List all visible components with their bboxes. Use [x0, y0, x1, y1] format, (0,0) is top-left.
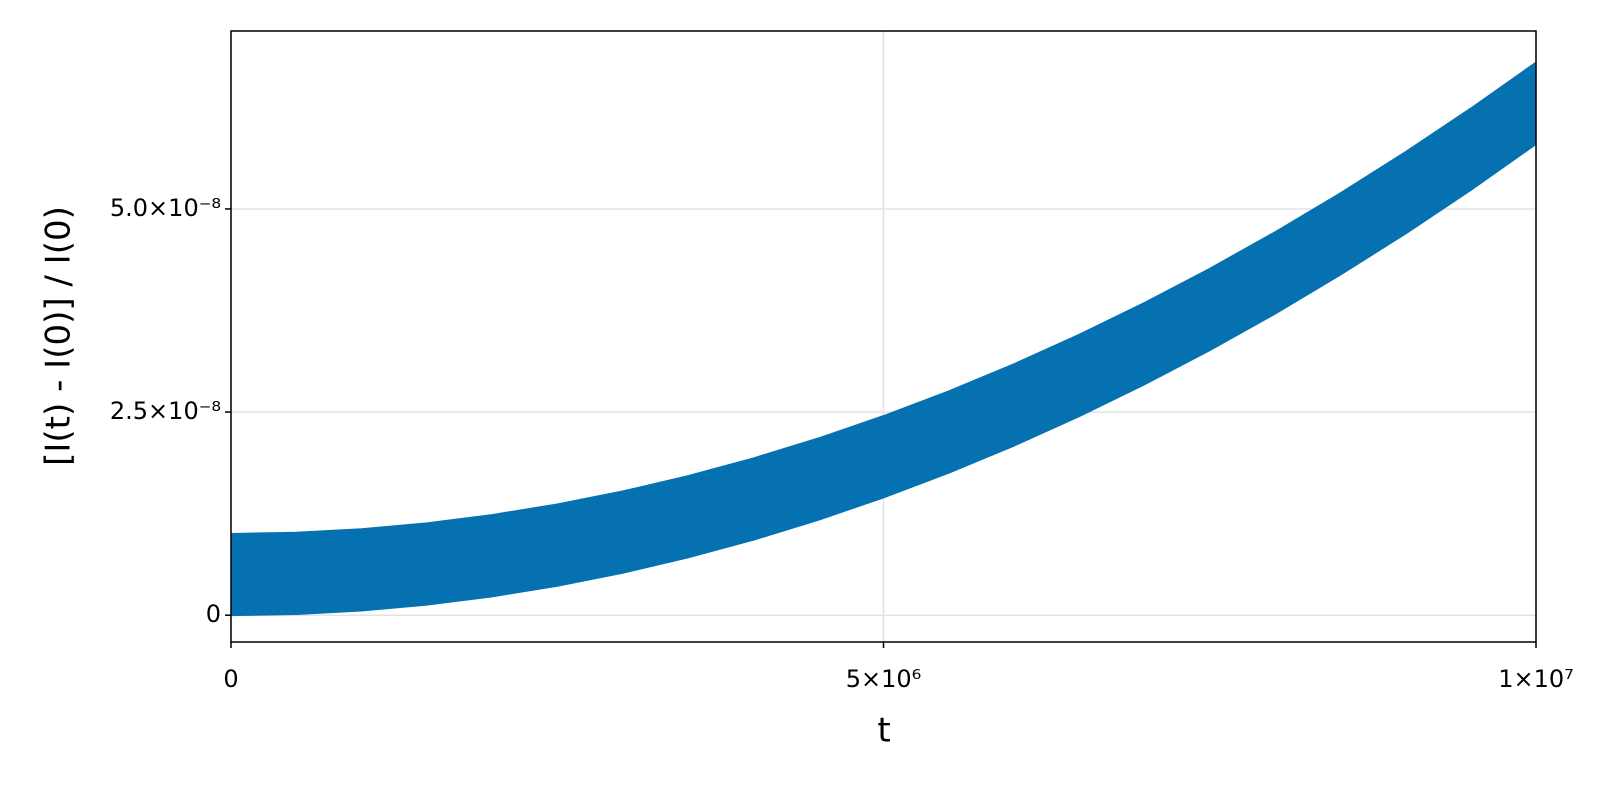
- y-tick-label: 0: [206, 600, 221, 628]
- x-tick-label: 1×10⁷: [1498, 665, 1574, 693]
- marks: [230, 61, 1537, 617]
- band-fill: [231, 62, 1536, 616]
- x-tick-label: 0: [223, 665, 238, 693]
- y-tick-label: 2.5×10⁻⁸: [110, 397, 221, 425]
- band-upper-edge: [230, 61, 1537, 535]
- y-axis-label: [I(t) - I(0)] / I(0): [39, 206, 79, 466]
- band-lower-edge: [230, 143, 1537, 617]
- x-tick-label: 5×10⁶: [846, 665, 922, 693]
- y-tick-label: 5.0×10⁻⁸: [110, 194, 221, 222]
- x-axis-label: t: [877, 711, 890, 751]
